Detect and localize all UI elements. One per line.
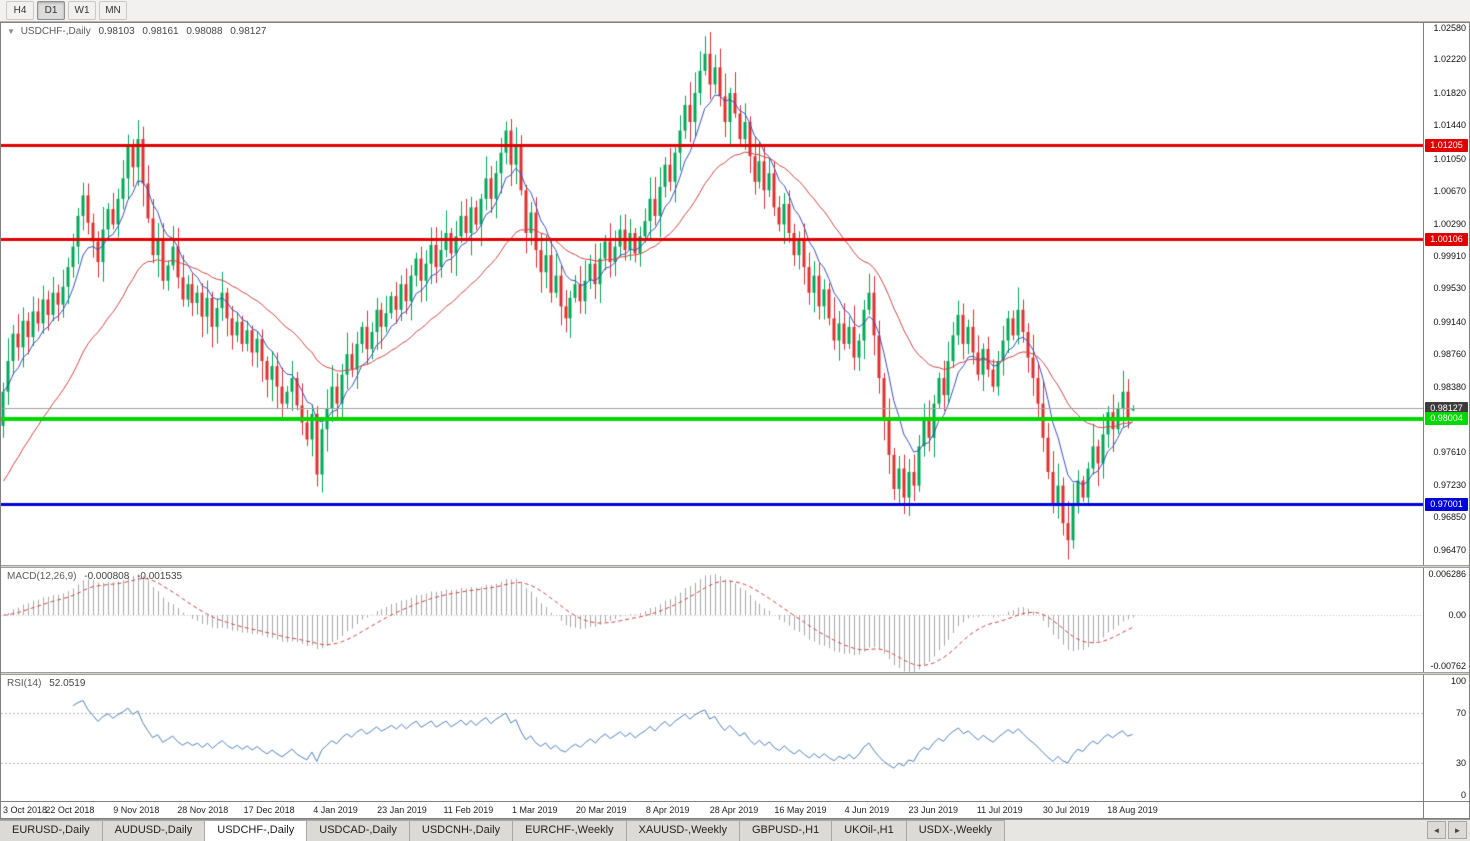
date-axis[interactable]: 3 Oct 2018 22 Oct 2018 9 Nov 2018 28 Nov 20… <box>1 801 1423 818</box>
current-price-badge[interactable]: 0.98127 <box>1425 401 1468 415</box>
price-axis-label: 0.98760 <box>1433 349 1466 360</box>
chart-tab-eurchf-weekly[interactable]: EURCHF-,Weekly <box>512 820 627 841</box>
price-axis-label: 1.00290 <box>1433 218 1466 229</box>
macd-axis[interactable]: 0.006286 0.00 -0.00762 <box>1423 568 1469 672</box>
rsi-axis-label: 0 <box>1460 790 1466 800</box>
date-label: 8 Apr 2019 <box>645 805 690 815</box>
macd-title: MACD(12,26,9) -0.000808 -0.001535 <box>7 571 182 582</box>
price-axis-label: 0.96850 <box>1433 512 1466 523</box>
price-axis-label: 1.01820 <box>1433 87 1466 98</box>
chart-title: ▼ USDCHF-,Daily 0.98103 0.98161 0.98088 … <box>7 26 266 37</box>
rsi-axis[interactable]: 100 70 30 0 <box>1423 675 1469 801</box>
macd-main-value: -0.000808 <box>84 571 130 582</box>
pane-splitter[interactable] <box>1 565 1469 568</box>
chart-tab-xauusd-weekly[interactable]: XAUUSD-,Weekly <box>625 820 740 841</box>
date-label: 3 Oct 2018 <box>3 805 48 815</box>
rsi-axis-label: 100 <box>1450 676 1466 686</box>
date-label: 4 Jan 2019 <box>313 805 358 815</box>
date-label: 16 May 2019 <box>774 805 827 815</box>
price-axis-label: 1.00670 <box>1433 186 1466 197</box>
rsi-axis-label: 30 <box>1455 758 1466 769</box>
rsi-label: RSI(14) <box>7 678 42 689</box>
chart-tab-bar: EURUSD-,Daily AUDUSD-,Daily USDCHF-,Daily U… <box>0 819 1470 841</box>
date-label: 30 Jul 2019 <box>1042 805 1090 815</box>
timeframe-button-h4[interactable]: H4 <box>6 1 34 20</box>
chart-tab-usdcad-daily[interactable]: USDCAD-,Daily <box>306 820 410 841</box>
price-axis-label: 0.99910 <box>1433 251 1466 262</box>
macd-axis-label: 0.006286 <box>1428 569 1466 579</box>
hline-badge-1.01205[interactable]: 1.01205 <box>1425 138 1468 152</box>
axis-corner <box>1423 801 1469 818</box>
price-axis-label: 1.01440 <box>1433 120 1466 131</box>
chart-symbol: USDCHF-,Daily <box>20 26 91 37</box>
chart-tab-gbpusd-h1[interactable]: GBPUSD-,H1 <box>738 820 833 841</box>
macd-pane: MACD(12,26,9) -0.000808 -0.001535 0.0062… <box>1 568 1469 672</box>
chart-low-value: 0.98088 <box>186 26 223 37</box>
date-label: 11 Feb 2019 <box>443 805 494 815</box>
price-axis-label: 0.98380 <box>1433 381 1466 392</box>
chart-tab-eurusd-daily[interactable]: EURUSD-,Daily <box>0 820 103 841</box>
macd-label: MACD(12,26,9) <box>7 571 77 582</box>
pane-splitter[interactable] <box>1 672 1469 675</box>
chart-tab-audusd-daily[interactable]: AUDUSD-,Daily <box>101 820 206 841</box>
chart-tab-usdx-weekly[interactable]: USDX-,Weekly <box>905 820 1005 841</box>
price-axis-label: 1.02580 <box>1433 23 1466 34</box>
date-label: 23 Jan 2019 <box>377 805 427 815</box>
macd-chart-canvas[interactable] <box>1 568 1423 672</box>
chart-window: ▼ USDCHF-,Daily 0.98103 0.98161 0.98088 … <box>0 22 1470 819</box>
hline-badge-0.98004[interactable]: 0.98004 <box>1425 412 1468 426</box>
hline-badge-0.97001[interactable]: 0.97001 <box>1425 497 1468 511</box>
timeframe-button-d1[interactable]: D1 <box>37 1 65 20</box>
hline-badge-1.00106[interactable]: 1.00106 <box>1425 232 1468 246</box>
date-label: 17 Dec 2018 <box>243 805 295 815</box>
chart-tab-usdcnh-daily[interactable]: USDCNH-,Daily <box>408 820 514 841</box>
date-label: 28 Nov 2018 <box>177 805 229 815</box>
macd-signal-value: -0.001535 <box>137 571 183 582</box>
timeframe-button-w1[interactable]: W1 <box>68 1 96 20</box>
rsi-pane: RSI(14) 52.0519 100 70 30 0 <box>1 675 1469 801</box>
macd-axis-label: -0.00762 <box>1430 661 1466 671</box>
price-pane: ▼ USDCHF-,Daily 0.98103 0.98161 0.98088 … <box>1 23 1469 565</box>
tab-scroll-right-button[interactable]: ► <box>1448 821 1467 839</box>
date-label: 22 Oct 2018 <box>45 805 95 815</box>
date-label: 23 Jun 2019 <box>908 805 959 815</box>
price-axis-label: 0.97610 <box>1433 447 1466 458</box>
chart-tab-usdchf-daily[interactable]: USDCHF-,Daily <box>204 820 308 841</box>
date-label: 1 Mar 2019 <box>512 805 558 815</box>
date-label: 28 Apr 2019 <box>709 805 759 815</box>
chart-close-value: 0.98127 <box>230 26 267 37</box>
price-axis-label: 1.01050 <box>1433 153 1466 164</box>
price-axis-label: 0.99530 <box>1433 283 1466 294</box>
price-axis-label: 0.96470 <box>1433 544 1466 555</box>
price-axis-label: 1.02220 <box>1433 53 1466 64</box>
rsi-axis-label: 70 <box>1455 707 1466 718</box>
rsi-title: RSI(14) 52.0519 <box>7 678 85 689</box>
macd-axis-label: 0.00 <box>1448 610 1466 621</box>
date-label: 4 Jun 2019 <box>844 805 890 815</box>
date-label: 20 Mar 2019 <box>575 805 627 815</box>
price-axis-label: 0.99140 <box>1433 316 1466 327</box>
date-label: 11 Jul 2019 <box>976 805 1023 815</box>
chart-high-value: 0.98161 <box>142 26 179 37</box>
timeframe-button-mn[interactable]: MN <box>99 1 127 20</box>
price-chart-canvas[interactable] <box>1 23 1423 565</box>
rsi-chart-canvas[interactable] <box>1 675 1423 801</box>
chart-dropdown-icon[interactable]: ▼ <box>7 27 15 36</box>
rsi-value: 52.0519 <box>49 678 86 689</box>
price-axis[interactable]: 1.02580 1.02220 1.01820 1.01440 1.01050 1.006… <box>1423 23 1469 565</box>
date-label: 18 Aug 2019 <box>1107 805 1158 815</box>
price-axis-label: 0.97230 <box>1433 479 1466 490</box>
date-label: 9 Nov 2018 <box>113 805 160 815</box>
chart-tab-ukoil-h1[interactable]: UKOil-,H1 <box>831 820 907 841</box>
timeframe-toolbar: H4 D1 W1 MN <box>0 0 1470 22</box>
tab-scroll-arrows: ◄ ► <box>1425 821 1467 839</box>
chart-open-value: 0.98103 <box>98 26 135 37</box>
tab-scroll-left-button[interactable]: ◄ <box>1427 821 1446 839</box>
